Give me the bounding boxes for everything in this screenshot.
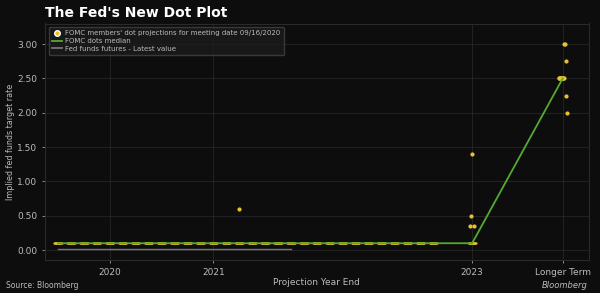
Legend: FOMC members' dot projections for meeting date 09/16/2020, FOMC dots median, Fed: FOMC members' dot projections for meetin… xyxy=(49,27,284,55)
Text: Source: Bloomberg: Source: Bloomberg xyxy=(6,281,79,290)
X-axis label: Projection Year End: Projection Year End xyxy=(274,278,360,287)
Text: Bloomberg: Bloomberg xyxy=(542,281,588,290)
Text: The Fed's New Dot Plot: The Fed's New Dot Plot xyxy=(45,6,227,20)
Y-axis label: Implied fed funds target rate: Implied fed funds target rate xyxy=(5,84,14,200)
